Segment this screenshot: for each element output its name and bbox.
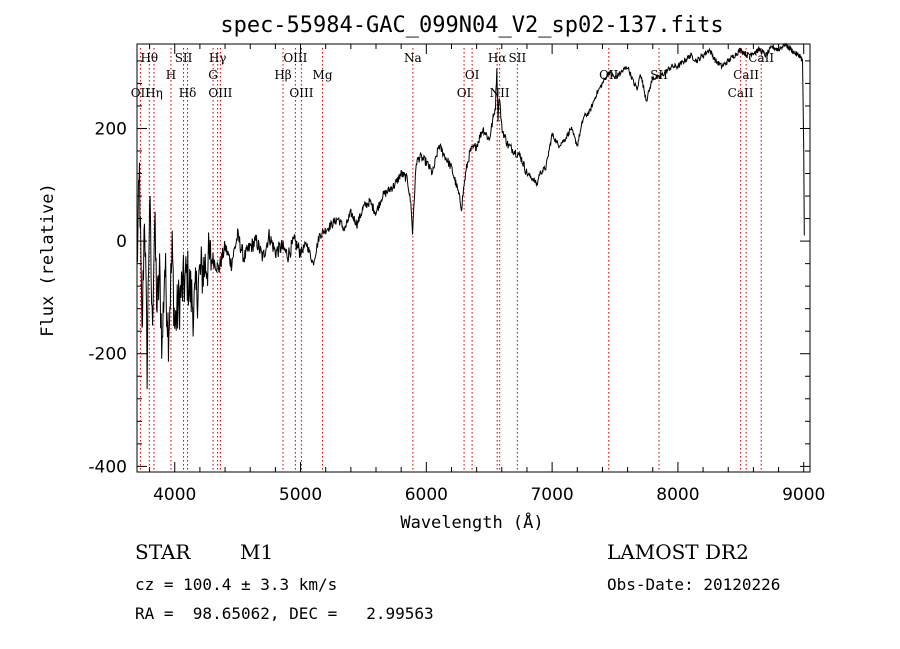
x-tick-label: 5000: [279, 485, 322, 505]
x-tick-label: 9000: [782, 485, 825, 505]
line-marker-label: OIII: [289, 86, 313, 100]
chart-title: spec-55984-GAC_099N04_V2_sp02-137.fits: [220, 13, 723, 38]
survey-name: LAMOST DR2: [607, 540, 749, 564]
observation-date: Obs-Date: 20120226: [607, 575, 781, 594]
line-marker-label: Hα: [488, 51, 507, 65]
y-axis-label: Flux (relative): [38, 183, 58, 337]
line-marker-label: Hθ: [140, 51, 158, 65]
line-marker-label: Hδ: [179, 86, 197, 100]
line-marker-label: G: [208, 68, 218, 82]
line-marker-label: OIII: [283, 51, 307, 65]
plot-axes: 4000 5000 6000 7000 8000 9000 -400 -200 0 200: [88, 44, 825, 505]
y-tick-label: 200: [95, 119, 127, 139]
x-tick-label: 6000: [405, 485, 448, 505]
y-tick-label: -200: [88, 345, 127, 365]
line-marker-label: Hη: [145, 86, 163, 100]
line-marker-label: OIII: [208, 86, 232, 100]
redshift-readout: cz = 100.4 ± 3.3 km/s: [135, 575, 338, 594]
line-marker-label: OII: [131, 86, 151, 100]
x-axis-label: Wavelength (Å): [400, 511, 543, 533]
line-marker-label: NII: [490, 86, 510, 100]
line-marker-label: OI: [465, 68, 480, 82]
line-marker-label: H: [166, 68, 176, 82]
plot-frame: [136, 43, 811, 473]
line-marker-label: Mg: [313, 68, 333, 82]
line-marker-label: SII: [509, 51, 527, 65]
object-class: STAR: [135, 540, 191, 564]
line-marker-label: SII: [175, 51, 193, 65]
line-marker-label: Hγ: [209, 51, 227, 65]
line-marker-label: CaII: [728, 86, 754, 100]
coordinates-readout: RA = 98.65062, DEC = 2.99563: [135, 604, 434, 623]
line-marker-label: SII: [650, 68, 668, 82]
x-tick-label: 8000: [656, 485, 699, 505]
y-tick-label: 0: [116, 232, 127, 252]
y-tick-label: -400: [88, 457, 127, 477]
x-tick-label: 7000: [530, 485, 573, 505]
line-marker-label: Na: [404, 51, 422, 65]
object-subclass: M1: [240, 540, 274, 564]
spectrum-series: [136, 42, 805, 390]
line-marker-label: Hβ: [274, 68, 291, 82]
spectrum-line: [136, 42, 805, 390]
x-tick-label: 4000: [153, 485, 196, 505]
line-marker-label: OI: [457, 86, 472, 100]
line-marker-label: CaII: [733, 68, 759, 82]
